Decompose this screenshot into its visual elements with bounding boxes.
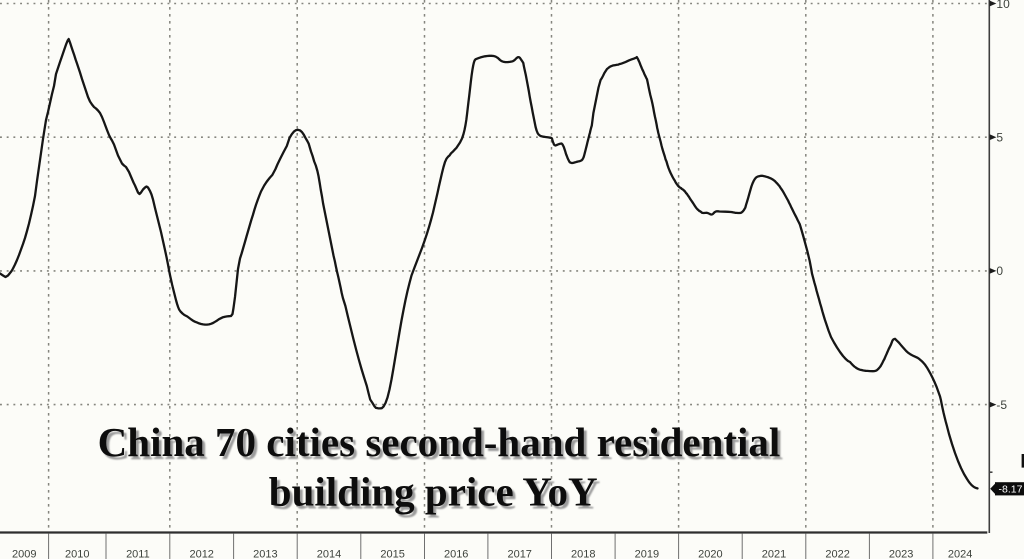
svg-text:2020: 2020 bbox=[698, 548, 722, 559]
svg-text:2010: 2010 bbox=[65, 548, 89, 559]
svg-text:2014: 2014 bbox=[317, 548, 341, 559]
svg-text:building price YoY: building price YoY bbox=[269, 469, 598, 515]
svg-text:2024: 2024 bbox=[948, 548, 972, 559]
svg-text:2022: 2022 bbox=[825, 548, 849, 559]
svg-text:2015: 2015 bbox=[380, 548, 404, 559]
svg-text:2021: 2021 bbox=[762, 548, 786, 559]
svg-text:2023: 2023 bbox=[889, 548, 913, 559]
svg-text:10: 10 bbox=[996, 0, 1010, 11]
svg-text:2011: 2011 bbox=[126, 548, 150, 559]
svg-text:building price YoY: building price YoY bbox=[272, 471, 601, 517]
svg-text:2016: 2016 bbox=[444, 548, 468, 559]
svg-text:2012: 2012 bbox=[189, 548, 213, 559]
svg-text:2017: 2017 bbox=[507, 548, 531, 559]
svg-text:-8.17: -8.17 bbox=[999, 484, 1023, 496]
svg-text:2019: 2019 bbox=[635, 548, 659, 559]
svg-text:2018: 2018 bbox=[571, 548, 595, 559]
svg-text:2013: 2013 bbox=[253, 548, 277, 559]
svg-text:China 70 cities second-hand re: China 70 cities second-hand residential bbox=[98, 419, 781, 465]
svg-text:2009: 2009 bbox=[12, 548, 36, 559]
svg-text:0: 0 bbox=[996, 264, 1003, 278]
svg-text:-5: -5 bbox=[996, 398, 1007, 412]
svg-text:China 70 cities second-hand re: China 70 cities second-hand residential bbox=[100, 422, 783, 468]
svg-text:5: 5 bbox=[996, 131, 1003, 145]
